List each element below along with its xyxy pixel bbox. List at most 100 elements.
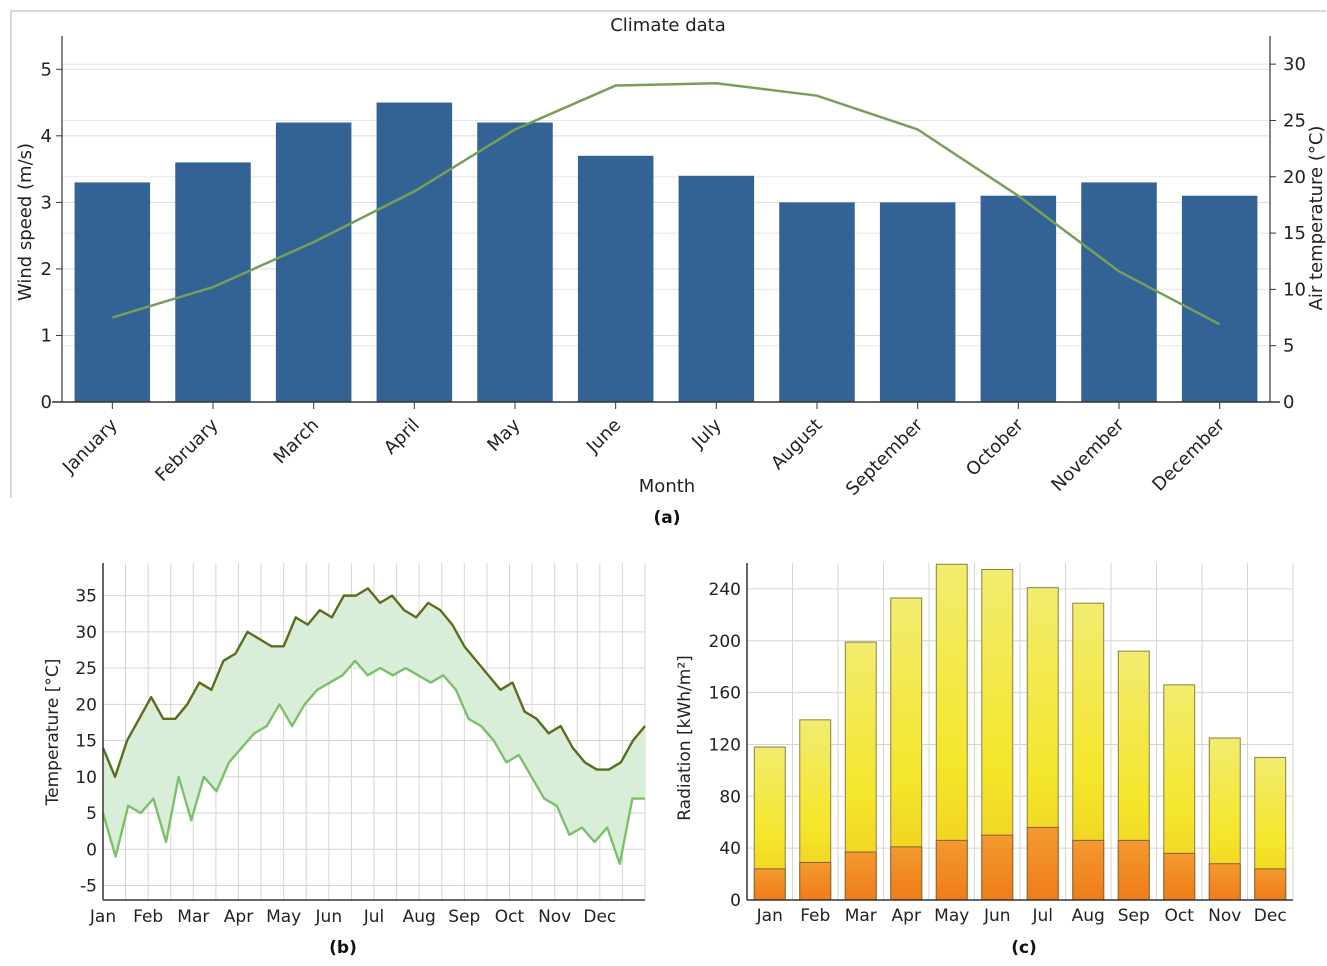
bar-wind-speed [879, 202, 956, 402]
chart-c-panel: 0 40 80 120 160 200 240 Jan Feb Mar Apr May Jun Jul Au… [660, 545, 1327, 962]
bar-diffuse-radiation [935, 839, 968, 901]
y2-tick-label: 25 [1283, 110, 1306, 131]
y-tick-label: 4 [41, 126, 52, 147]
x-tick-label: May [266, 907, 301, 927]
bar-diffuse-radiation [844, 851, 877, 901]
x-tick-label: Nov [1208, 906, 1241, 926]
y-tick-label: 15 [75, 732, 97, 752]
y-tick-label: 40 [719, 839, 741, 859]
x-tick-label: August [767, 415, 826, 474]
bar-wind-speed [980, 195, 1057, 402]
x-tick-label: September [842, 414, 928, 500]
chart-b-svg: -5 0 5 10 15 20 25 30 35 Jan Feb Mar Apr May Jun Jul Aug… [43, 563, 646, 927]
y-axis-label: Temperature [°C] [43, 659, 63, 807]
chart-a-svg: 0 1 2 3 4 5 0 5 10 15 20 25 30 January February March Ap… [15, 15, 1327, 500]
x-tick-label: Jan [89, 907, 116, 927]
bar-wind-speed [477, 122, 553, 402]
chart-c-svg: 0 40 80 120 160 200 240 Jan Feb Mar Apr May Jun Jul Au… [675, 563, 1294, 926]
x-tick-label: Feb [800, 906, 830, 926]
x-tick-label: Jan [756, 906, 783, 926]
x-tick-label: October [962, 414, 1028, 480]
bar-diffuse-radiation [1254, 868, 1287, 901]
x-tick-label: June [582, 415, 625, 458]
line-min-temperature [101, 659, 645, 865]
y-tick-label: 1 [41, 325, 52, 346]
bar-diffuse-radiation [890, 846, 923, 901]
x-tick-label: Aug [1072, 906, 1105, 926]
y-tick-label: 120 [709, 735, 741, 755]
chart-a-frame [10, 10, 1326, 498]
bar-diffuse-radiation [981, 834, 1014, 901]
y2-axis-label: Air temperature (°C) [1306, 126, 1327, 311]
line-air-temperature [111, 82, 1221, 326]
bar-diffuse-radiation [1163, 852, 1196, 901]
caption-c: (c) [1011, 938, 1037, 958]
y-tick-label: 30 [75, 623, 97, 643]
x-tick-label: Dec [1254, 906, 1287, 926]
caption-a: (a) [653, 508, 681, 528]
y2-tick-label: 15 [1283, 223, 1306, 244]
y-tick-label: 0 [86, 840, 97, 860]
bar-diffuse-radiation [1208, 863, 1241, 901]
y2-tick-label: 5 [1283, 336, 1294, 357]
bar-wind-speed [1181, 195, 1258, 402]
bar-diffuse-radiation [753, 868, 786, 901]
bar-wind-speed [175, 162, 251, 402]
x-axis-label: Month [639, 476, 695, 497]
chart-b-panel: -5 0 5 10 15 20 25 30 35 Jan Feb Mar Apr May Jun Jul Aug… [0, 545, 660, 962]
x-tick-label: Dec [583, 907, 616, 927]
x-tick-label: March [270, 415, 324, 469]
caption-b: (b) [329, 938, 357, 958]
x-tick-label: Jul [1031, 906, 1053, 926]
y-tick-label: 0 [41, 392, 52, 413]
y-tick-label: 20 [75, 695, 97, 715]
y-tick-label: 2 [41, 259, 52, 280]
y2-tick-label: 0 [1283, 392, 1294, 413]
y-tick-label: 240 [709, 580, 741, 600]
bar-diffuse-radiation [1072, 839, 1105, 901]
x-tick-label: Apr [892, 906, 921, 926]
temperature-range-area [103, 588, 645, 864]
line-max-temperature [101, 587, 646, 778]
bar-wind-speed [74, 182, 151, 402]
x-tick-label: Apr [224, 907, 253, 927]
y-tick-label: 35 [75, 587, 97, 607]
x-tick-label: Oct [1165, 906, 1195, 926]
x-tick-label: January [58, 414, 122, 478]
x-tick-label: Jun [983, 906, 1011, 926]
x-tick-label: Mar [177, 907, 209, 927]
bar-diffuse-radiation [1026, 826, 1059, 901]
x-tick-label: Sep [1118, 906, 1150, 926]
x-tick-label: July [687, 414, 726, 453]
x-tick-label: May [483, 414, 524, 455]
y2-tick-label: 30 [1283, 54, 1306, 75]
bar-diffuse-radiation [799, 861, 832, 901]
bar-wind-speed [577, 155, 654, 402]
bar-diffuse-radiation [1117, 839, 1150, 901]
x-tick-label: Jul [363, 907, 385, 927]
x-tick-label: Nov [538, 907, 571, 927]
bar-wind-speed [275, 122, 352, 402]
x-tick-label: Mar [845, 906, 877, 926]
bar-wind-speed [1081, 182, 1157, 402]
x-tick-label: April [380, 415, 424, 459]
y-tick-label: 25 [75, 659, 97, 679]
bar-wind-speed [678, 175, 755, 402]
x-tick-label: December [1148, 414, 1229, 495]
chart-a-panel: 0 1 2 3 4 5 0 5 10 15 20 25 30 January February March Ap… [15, 15, 1327, 500]
y-tick-label: 80 [719, 787, 741, 807]
y2-tick-label: 10 [1283, 279, 1306, 300]
x-tick-label: May [934, 906, 969, 926]
x-tick-label: Sep [448, 907, 480, 927]
y-tick-label: 200 [709, 632, 741, 652]
y-axis-label: Wind speed (m/s) [15, 143, 36, 301]
bar-wind-speed [376, 102, 453, 402]
x-tick-label: Feb [133, 907, 163, 927]
x-tick-label: Aug [403, 907, 436, 927]
x-tick-label: February [151, 414, 222, 485]
x-tick-label: November [1047, 414, 1128, 495]
x-tick-label: Oct [495, 907, 525, 927]
y-tick-label: 5 [41, 59, 52, 80]
x-tick-label: Jun [315, 907, 343, 927]
y2-tick-label: 20 [1283, 167, 1306, 188]
